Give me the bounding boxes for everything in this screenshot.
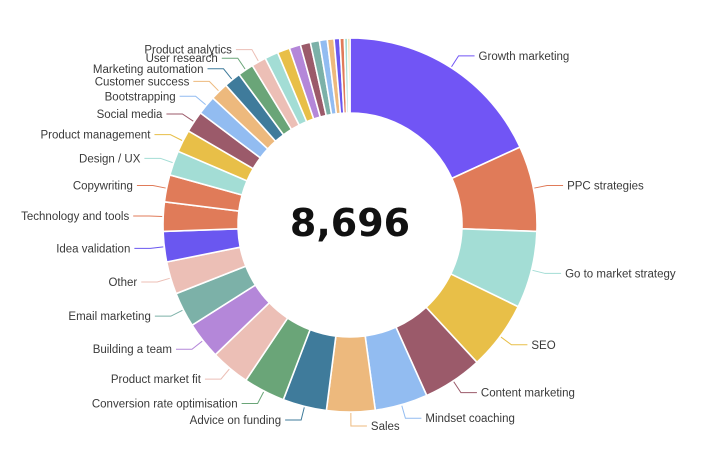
- leader-line-other: [141, 277, 170, 283]
- label-design-ux: Design / UX: [79, 153, 141, 165]
- label-advice-on-funding: Advice on funding: [190, 415, 281, 427]
- leader-line-product-market-fit: [204, 368, 230, 380]
- label-product-management: Product management: [40, 130, 151, 142]
- center-total: 8,696: [290, 201, 410, 245]
- label-user-research: User research: [146, 53, 218, 65]
- slice-unlabeled-34: [346, 37, 351, 114]
- leader-line-email-marketing: [154, 309, 183, 317]
- leader-line-idea-validation: [134, 246, 164, 249]
- leader-line-seo: [500, 336, 528, 346]
- label-product-analytics: Product analytics: [144, 45, 232, 57]
- label-ppc-strategies: PPC strategies: [567, 181, 644, 193]
- label-email-marketing: Email marketing: [68, 311, 150, 323]
- label-copywriting: Copywriting: [73, 181, 133, 193]
- leader-line-bootstrapping: [179, 95, 206, 105]
- leader-line-product-management: [154, 134, 183, 141]
- leader-line-go-to-market-strategy: [532, 269, 562, 274]
- label-building-a-team: Building a team: [93, 344, 172, 356]
- label-idea-validation: Idea validation: [56, 243, 130, 255]
- leader-line-marketing-automation: [207, 68, 233, 80]
- label-growth-marketing: Growth marketing: [479, 51, 570, 63]
- label-other: Other: [108, 277, 137, 289]
- label-bootstrapping: Bootstrapping: [105, 91, 176, 103]
- label-social-media: Social media: [97, 109, 163, 121]
- label-seo: SEO: [531, 340, 555, 352]
- leader-line-sales: [350, 412, 367, 427]
- slices-group: [162, 37, 538, 413]
- leader-line-advice-on-funding: [285, 407, 305, 421]
- label-go-to-market-strategy: Go to market strategy: [565, 268, 676, 280]
- leader-line-product-analytics: [235, 49, 259, 62]
- label-product-market-fit: Product market fit: [111, 374, 202, 386]
- leader-line-conversion-rate-optimisation: [241, 391, 265, 405]
- leader-line-mindset-coaching: [401, 405, 422, 419]
- leader-line-design-ux: [144, 157, 173, 164]
- leader-line-growth-marketing: [451, 55, 475, 68]
- leader-line-customer-success: [193, 80, 219, 92]
- label-technology-and-tools: Technology and tools: [21, 211, 129, 223]
- leader-line-user-research: [221, 57, 246, 70]
- label-mindset-coaching: Mindset coaching: [425, 413, 515, 425]
- label-customer-success: Customer success: [95, 76, 190, 88]
- leader-line-building-a-team: [175, 340, 203, 350]
- leader-line-technology-and-tools: [133, 215, 163, 218]
- leader-line-copywriting: [136, 185, 166, 189]
- leader-line-social-media: [166, 113, 194, 122]
- leader-line-ppc-strategies: [534, 185, 564, 189]
- label-marketing-automation: Marketing automation: [93, 64, 204, 76]
- labels-group: Growth marketing PPC strategies Go to mark…: [21, 45, 676, 433]
- label-conversion-rate-optimisation: Conversion rate optimisation: [92, 399, 238, 411]
- leader-line-content-marketing: [453, 381, 477, 394]
- label-content-marketing: Content marketing: [481, 388, 575, 400]
- label-sales: Sales: [371, 421, 400, 433]
